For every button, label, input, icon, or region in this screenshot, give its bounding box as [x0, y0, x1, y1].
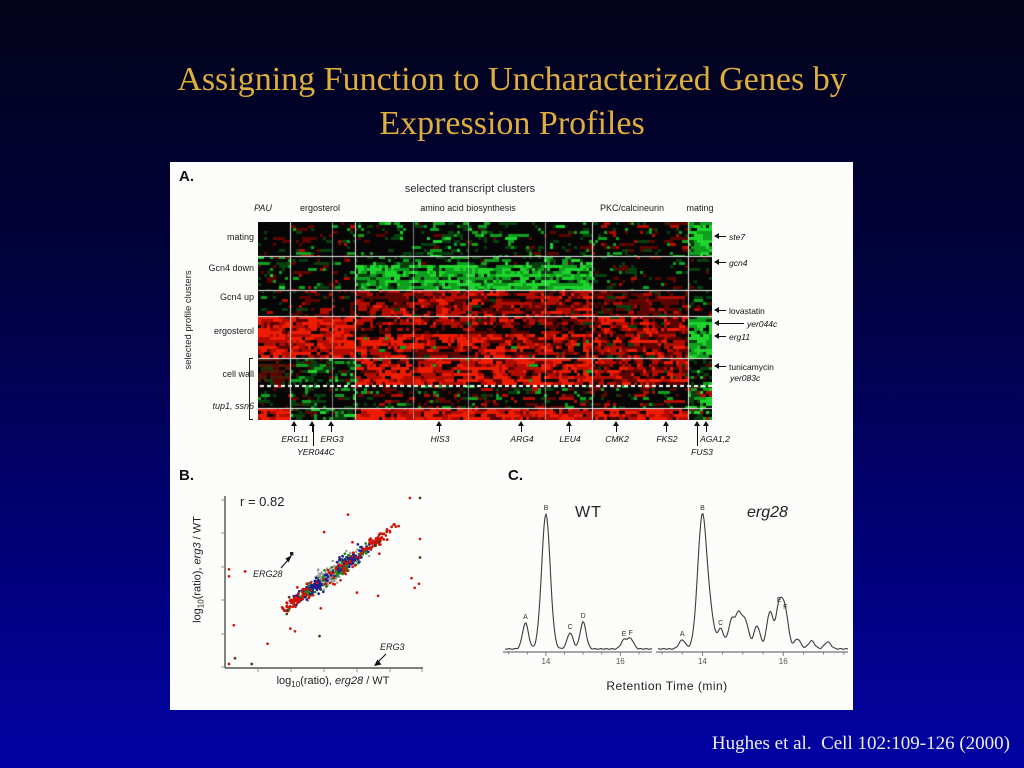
gene-label-erg3: ERG3: [320, 434, 344, 444]
callout-erg3: ERG3: [380, 642, 405, 652]
gene-label-aga12: AGA1,2: [700, 434, 730, 444]
up-arrow-icon: [703, 421, 710, 432]
svg-text:A: A: [523, 614, 528, 621]
row-label-cell-wall: cell wall: [222, 369, 254, 379]
erg28-data-point: [290, 552, 294, 556]
scatter-plot: ERG28 ERG3: [221, 496, 423, 672]
marker-ste7: ste7: [714, 232, 745, 242]
erg3-arrow-head: [374, 659, 382, 666]
svg-text:14: 14: [541, 657, 550, 666]
erg3-arrow-line: [377, 653, 387, 663]
citation: Hughes et al. Cell 102:109-126 (2000): [711, 733, 1010, 754]
column-label-pau: PAU: [254, 203, 272, 213]
slide-title: Assigning Function to Uncharacterized Ge…: [50, 58, 974, 146]
cell-wall-bracket: [249, 358, 253, 420]
up-arrow-icon: [436, 421, 443, 432]
svg-text:A: A: [680, 631, 685, 638]
panel-c-label: C.: [508, 467, 523, 484]
left-arrow-icon: [714, 233, 726, 240]
slide-title-line2: Expression Profiles: [379, 105, 645, 142]
up-arrow-icon: [328, 421, 335, 432]
gene-label-his3: HIS3: [430, 434, 450, 444]
column-label-mating: mating: [686, 203, 714, 213]
svg-text:E: E: [622, 631, 627, 638]
row-label-mating: mating: [226, 232, 254, 242]
svg-text:16: 16: [616, 657, 625, 666]
marker-yer044c: yer044c: [714, 319, 777, 329]
svg-text:C: C: [718, 620, 723, 627]
callout-erg28: ERG28: [253, 569, 283, 579]
chromatogram-erg28-title: erg28: [747, 504, 788, 521]
row-label-gcn4-down: Gcn4 down: [208, 263, 254, 273]
left-arrow-icon: [714, 363, 726, 370]
gene-label-cmk2: CMK2: [605, 434, 629, 444]
gene-label-fus3: FUS3: [691, 447, 713, 457]
cluster-heatmap: [258, 222, 712, 420]
up-arrow-icon: [309, 421, 316, 432]
scatter-points: [227, 496, 422, 666]
column-label-ergosterol: ergosterol: [299, 203, 341, 213]
scatter-x-axis-label: log10(ratio), erg28 / WT: [276, 675, 390, 690]
svg-text:B: B: [544, 505, 549, 512]
left-arrow-icon: [714, 259, 726, 266]
up-arrow-icon: [566, 421, 573, 432]
svg-text:F: F: [783, 604, 787, 611]
svg-text:16: 16: [779, 657, 788, 666]
svg-text:B: B: [700, 505, 705, 512]
erg28-arrow-line: [280, 559, 289, 569]
left-arrow-icon: [714, 307, 726, 314]
row-label-tup1-ssn6: tup1, ssn6: [212, 401, 254, 411]
row-label-ergosterol: ergosterol: [213, 326, 254, 336]
scatter-y-axis-label: log10(ratio), erg3 / WT: [191, 516, 206, 623]
svg-text:C: C: [568, 624, 573, 631]
figure-panel: A. selected transcript clusters PAU ergo…: [170, 162, 853, 710]
left-arrow-icon: [714, 333, 726, 340]
panel-a-label: A.: [179, 168, 194, 185]
correlation-annotation: r = 0.82: [240, 494, 285, 509]
left-arrow-icon: [714, 320, 744, 327]
svg-text:F: F: [629, 630, 633, 637]
svg-text:14: 14: [698, 657, 707, 666]
profile-clusters-axis-label: selected profile clusters: [183, 270, 194, 370]
gene-label-arg4: ARG4: [510, 434, 534, 444]
marker-erg11: erg11: [714, 332, 750, 342]
panel-b-label: B.: [179, 467, 194, 484]
gene-label-yer044c: YER044C: [297, 447, 335, 457]
row-label-gcn4-up: Gcn4 up: [219, 292, 254, 302]
up-arrow-icon: [291, 421, 298, 432]
axis-ticks: [221, 499, 423, 672]
panel-a-title: selected transcript clusters: [404, 183, 536, 195]
up-arrow-icon: [518, 421, 525, 432]
chromatogram-wt-title: WT: [575, 504, 602, 521]
gene-label-leu4: LEU4: [559, 434, 581, 444]
slide-title-line1: Assigning Function to Uncharacterized Ge…: [177, 61, 847, 98]
retention-time-axis-label: Retention Time (min): [606, 679, 728, 693]
marker-tunicamycin: tunicamycin: [714, 362, 774, 372]
up-arrow-icon: [663, 421, 670, 432]
erg28-arrow-head: [285, 555, 292, 563]
column-label-pkc: PKC/calcineurin: [599, 203, 665, 213]
svg-text:D: D: [581, 613, 586, 620]
gene-label-fks2: FKS2: [656, 434, 678, 444]
marker-connector-line: [313, 424, 314, 446]
gene-label-erg11: ERG11: [281, 434, 309, 444]
marker-yer083c: yer083c: [730, 372, 761, 383]
marker-connector-line: [697, 424, 698, 446]
up-arrow-icon: [613, 421, 620, 432]
marker-lovastatin: lovastatin: [714, 306, 765, 316]
column-label-amino-acid: amino acid biosynthesis: [420, 203, 516, 213]
svg-text:E: E: [777, 597, 782, 604]
marker-gcn4: gcn4: [714, 258, 747, 268]
